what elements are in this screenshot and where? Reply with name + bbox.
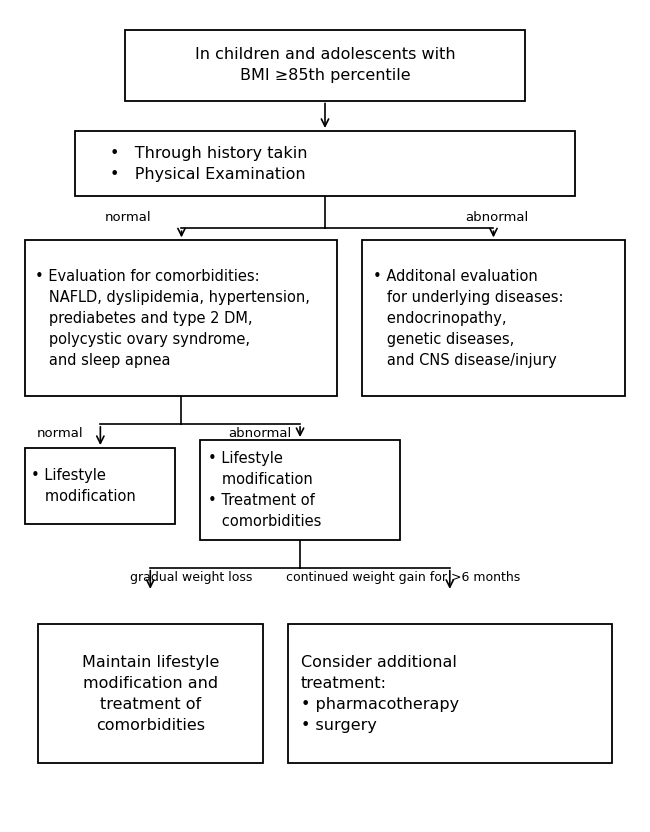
Text: continued weight gain for >6 months: continued weight gain for >6 months [286, 571, 520, 584]
Text: normal: normal [105, 211, 151, 225]
FancyBboxPatch shape [25, 448, 176, 524]
FancyBboxPatch shape [38, 624, 263, 764]
Text: • Additonal evaluation
   for underlying diseases:
   endocrinopathy,
   genetic: • Additonal evaluation for underlying di… [373, 269, 564, 368]
FancyBboxPatch shape [25, 240, 337, 396]
FancyBboxPatch shape [125, 30, 525, 101]
FancyBboxPatch shape [287, 624, 612, 764]
Text: Maintain lifestyle
modification and
treatment of
comorbidities: Maintain lifestyle modification and trea… [82, 655, 219, 732]
FancyBboxPatch shape [363, 240, 625, 396]
Text: Consider additional
treatment:
• pharmacotherapy
• surgery: Consider additional treatment: • pharmac… [300, 655, 459, 732]
Text: normal: normal [36, 427, 83, 440]
Text: abnormal: abnormal [228, 427, 291, 440]
Text: • Lifestyle
   modification: • Lifestyle modification [31, 468, 136, 504]
Text: In children and adolescents with
BMI ≥85th percentile: In children and adolescents with BMI ≥85… [195, 47, 455, 83]
Text: • Lifestyle
   modification
• Treatment of
   comorbidities: • Lifestyle modification • Treatment of … [208, 451, 322, 529]
FancyBboxPatch shape [75, 131, 575, 196]
FancyBboxPatch shape [200, 440, 400, 540]
Text: • Evaluation for comorbidities:
   NAFLD, dyslipidemia, hypertension,
   prediab: • Evaluation for comorbidities: NAFLD, d… [35, 269, 309, 368]
Text: abnormal: abnormal [465, 211, 528, 225]
Text: •   Through history takin
•   Physical Examination: • Through history takin • Physical Exami… [111, 146, 308, 181]
Text: gradual weight loss: gradual weight loss [129, 571, 252, 584]
